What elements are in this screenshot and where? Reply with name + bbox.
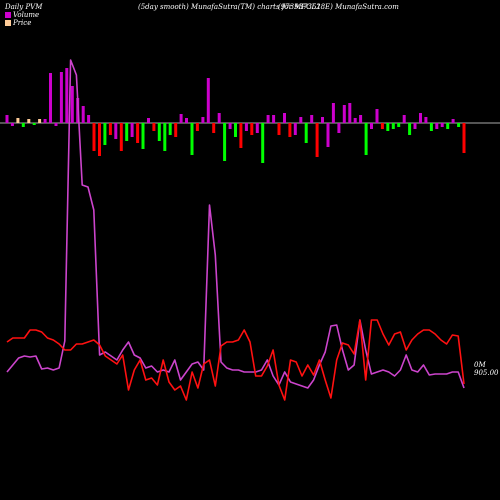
legend-volume-swatch <box>5 12 11 18</box>
volume-line <box>6 59 465 389</box>
pvm-bar <box>65 68 69 123</box>
pvm-bar <box>304 123 308 143</box>
pvm-bar <box>38 119 42 123</box>
pvm-bar <box>185 118 188 123</box>
pvm-bar <box>353 118 357 123</box>
legend-volume-label: Volume <box>13 11 40 19</box>
pvm-bar <box>54 123 58 126</box>
chart-title: Daily PVM <box>5 3 43 11</box>
pvm-bar <box>446 123 450 129</box>
pvm-bar <box>201 117 205 123</box>
legend-volume: Volume <box>5 11 39 19</box>
pvm-bar <box>212 123 216 133</box>
pvm-bar <box>244 123 248 131</box>
pvm-bar <box>272 115 276 123</box>
pvm-bar <box>462 123 466 153</box>
pvm-bar <box>152 123 156 131</box>
pvm-bar <box>21 123 25 127</box>
pvm-bar <box>32 123 36 125</box>
pvm-bar <box>397 123 401 127</box>
pvm-bar <box>326 123 330 147</box>
pvm-bar <box>261 123 265 163</box>
pvm-bar <box>288 123 292 137</box>
pvm-bar <box>136 123 140 143</box>
pvm-bar <box>16 118 20 123</box>
pvm-bar <box>147 118 150 123</box>
pvm-bar <box>234 123 237 137</box>
pvm-bar <box>321 117 324 123</box>
pvm-bar <box>310 115 314 123</box>
pvm-bar <box>457 123 461 127</box>
pvm-bar <box>370 123 373 129</box>
pvm-bar <box>277 123 281 135</box>
pvm-bar <box>168 123 172 135</box>
pvm-bar <box>228 123 232 129</box>
chart-subtitle: (5day smooth) MunafaSutra(TM) charts for… <box>138 3 321 11</box>
pvm-bar <box>359 115 363 123</box>
pvm-bar <box>375 109 379 123</box>
pvm-bar <box>59 72 63 123</box>
pvm-bar <box>239 123 243 148</box>
pvm-bar <box>266 115 270 123</box>
legend-price: Price <box>5 19 31 27</box>
pvm-bar <box>5 115 9 123</box>
pvm-bar <box>217 113 221 123</box>
pvm-bar <box>114 123 118 139</box>
pvm-bar <box>435 123 439 129</box>
price-end-label: 905.00 <box>474 369 499 377</box>
pvm-bar <box>157 123 161 141</box>
pvm-bar <box>451 119 455 123</box>
pvm-bar <box>87 115 91 123</box>
legend-price-label: Price <box>13 19 32 27</box>
pvm-bar <box>424 117 428 123</box>
pvm-bar <box>163 123 167 151</box>
pvm-bar <box>81 106 85 123</box>
pvm-bar <box>119 123 123 151</box>
pvm-bar <box>331 103 335 123</box>
pvm-bar <box>413 123 417 129</box>
pvm-bar <box>419 113 422 123</box>
pvm-bar <box>70 86 74 123</box>
pvm-bar <box>402 115 406 123</box>
pvm-bar <box>108 123 112 135</box>
pvm-bar <box>440 123 444 127</box>
pvm-bar <box>315 123 319 157</box>
pvm-bar <box>195 123 199 131</box>
pvm-bar <box>130 123 134 137</box>
pvm-bar <box>255 123 259 133</box>
legend-price-swatch <box>5 20 11 26</box>
pvm-bar <box>386 123 390 131</box>
pvm-bar <box>391 123 395 129</box>
pvm-bar <box>250 123 254 135</box>
pvm-bar <box>27 119 31 123</box>
pvm-bar <box>49 73 52 123</box>
pvm-bar <box>299 117 303 123</box>
price-line <box>6 319 465 401</box>
pvm-bar <box>348 103 352 123</box>
pvm-bar <box>206 78 210 123</box>
pvm-bar <box>98 123 101 156</box>
pvm-bar <box>429 123 433 131</box>
pvm-bar <box>293 123 297 135</box>
pvm-bar <box>283 113 286 123</box>
pvm-bar <box>43 119 47 123</box>
pvm-bar <box>408 123 412 135</box>
pvm-bar <box>103 123 107 145</box>
pvm-bar <box>179 114 183 123</box>
pvm-bar <box>342 105 346 123</box>
pvm-bar <box>364 123 368 155</box>
pvm-bar <box>223 123 227 161</box>
pvm-bar <box>174 123 178 137</box>
pvm-bar <box>10 123 14 126</box>
volume-end-label: 0M <box>474 361 486 369</box>
pvm-bar <box>380 123 384 129</box>
pvm-bar <box>337 123 341 133</box>
pvm-bar <box>92 123 96 151</box>
pvm-bar <box>141 123 145 149</box>
chart-source: (973MFCL28E) MunafaSutra.com <box>278 3 399 11</box>
pvm-bar <box>125 123 129 141</box>
pvm-bar <box>190 123 194 155</box>
